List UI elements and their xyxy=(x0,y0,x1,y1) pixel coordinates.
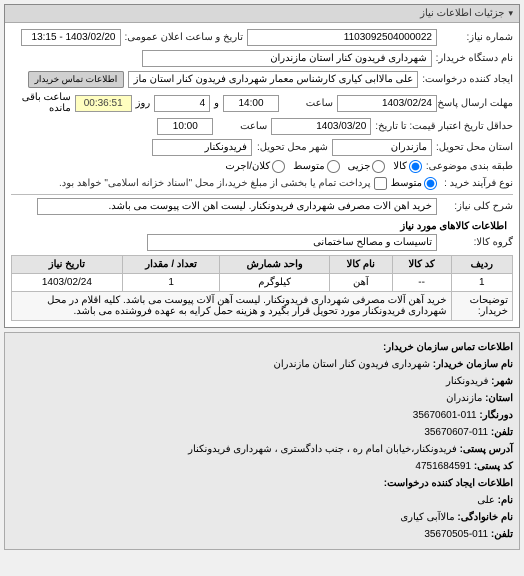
col-5: تاریخ نیاز xyxy=(12,256,123,274)
pkg-opt-0[interactable]: کالا xyxy=(393,160,422,173)
lname-label: نام خانوادگی: xyxy=(457,512,513,523)
org-label: نام سازمان خریدار: xyxy=(433,359,513,370)
contact-button[interactable]: اطلاعات تماس خریدار xyxy=(28,71,125,88)
city-label: استان محل تحویل: xyxy=(436,142,513,153)
min-label: حداقل تاریخ اعتبار قیمت: تا تاریخ: xyxy=(375,121,513,132)
announce-label: تاریخ و ساعت اعلان عمومی: xyxy=(125,32,244,43)
city-input[interactable] xyxy=(152,139,252,156)
contact-block: اطلاعات تماس سازمان خریدار: نام سازمان خ… xyxy=(4,332,520,550)
desc-label: شرح کلی نیاز: xyxy=(441,201,513,212)
and-label: و xyxy=(214,98,219,109)
col-1: کد کالا xyxy=(392,256,451,274)
prov-label: استان: xyxy=(485,393,513,404)
min-time-input[interactable] xyxy=(157,118,213,135)
goods-title: اطلاعات کالاهای مورد نیاز xyxy=(17,221,507,232)
addr-value: فریدونکنار،خیابان امام ره ، جنب دادگستری… xyxy=(188,444,457,455)
deadline-time-input[interactable] xyxy=(223,95,279,112)
cell-1: -- xyxy=(392,274,451,292)
table-desc-row: توضیحات خریدار: خرید آهن آلات مصرفی شهرد… xyxy=(12,292,513,321)
creator-input[interactable] xyxy=(128,71,418,88)
note-label-cell: توضیحات خریدار: xyxy=(451,292,512,321)
panel-header[interactable]: ▾ جزئیات اطلاعات نیاز xyxy=(5,5,519,23)
contact-title-2: اطلاعات ایجاد کننده درخواست: xyxy=(384,478,513,489)
prov-value: مازندران xyxy=(446,393,482,404)
number-label: شماره نیاز: xyxy=(441,32,513,43)
desc-input[interactable] xyxy=(37,198,437,215)
col-0: ردیف xyxy=(451,256,512,274)
group-input[interactable] xyxy=(147,234,437,251)
details-panel: ▾ جزئیات اطلاعات نیاز شماره نیاز: تاریخ … xyxy=(4,4,520,328)
goods-table: ردیف کد کالا نام کالا واحد شمارش تعداد /… xyxy=(11,255,513,321)
cell-3: کیلوگرم xyxy=(220,274,330,292)
org-value: شهرداری فریدون کنار استان مازندران xyxy=(274,359,430,370)
addr-label: آدرس پستی: xyxy=(460,444,513,455)
cell-2: آهن xyxy=(329,274,392,292)
number-input[interactable] xyxy=(247,29,437,46)
creator-label: ایجاد کننده درخواست: xyxy=(422,74,513,85)
table-row: 1 -- آهن کیلوگرم 1 1403/02/24 xyxy=(12,274,513,292)
buyer-label: نام دستگاه خریدار: xyxy=(436,53,513,64)
buyer-input[interactable] xyxy=(142,50,432,67)
days-input[interactable] xyxy=(154,95,210,112)
province-input[interactable] xyxy=(332,139,432,156)
name-label: نام: xyxy=(498,495,513,506)
tel2-value: 011-35670505 xyxy=(424,529,488,540)
col-3: واحد شمارش xyxy=(220,256,330,274)
zip-value: 4751684591 xyxy=(415,461,471,472)
fax-value: 011-35670601 xyxy=(413,410,477,421)
deadline-label: مهلت ارسال پاسخ: تا xyxy=(441,98,513,109)
fax-label: دورنگار: xyxy=(479,410,513,421)
announce-input[interactable] xyxy=(21,29,121,46)
proc-note-check[interactable]: پرداخت تمام یا بخشی از مبلغ خرید،از محل … xyxy=(59,177,387,190)
city2-label: شهر محل تحویل: xyxy=(256,142,328,153)
timer-display: 00:36:51 xyxy=(75,95,132,112)
note-cell: خرید آهن آلات مصرفی شهرداری فریدونکنار. … xyxy=(12,292,452,321)
group-label: گروه کالا: xyxy=(441,237,513,248)
pkg-radio-group: کالا جزیی متوسط کلان/اجرت xyxy=(225,160,422,173)
tel-label: تلفن: xyxy=(491,427,513,438)
day-label: روز xyxy=(136,98,151,109)
deadline-date-input[interactable] xyxy=(337,95,437,112)
contact-city-label: شهر: xyxy=(491,376,513,387)
table-header-row: ردیف کد کالا نام کالا واحد شمارش تعداد /… xyxy=(12,256,513,274)
min-date-input[interactable] xyxy=(271,118,371,135)
time-label-2: ساعت xyxy=(217,121,267,132)
pkg-opt-1[interactable]: جزیی xyxy=(348,160,386,173)
tel2-label: تلفن: xyxy=(491,529,513,540)
col-2: نام کالا xyxy=(329,256,392,274)
contact-title-1: اطلاعات تماس سازمان خریدار: xyxy=(383,342,513,353)
panel-body: شماره نیاز: تاریخ و ساعت اعلان عمومی: نا… xyxy=(5,23,519,327)
pkg-opt-2[interactable]: متوسط xyxy=(293,160,339,173)
time-label-1: ساعت xyxy=(283,98,333,109)
proc-label: نوع فرآیند خرید : xyxy=(441,178,513,189)
collapse-icon: ▾ xyxy=(508,8,513,19)
proc-opt[interactable]: متوسط xyxy=(391,177,437,190)
pkg-opt-3[interactable]: کلان/اجرت xyxy=(225,160,285,173)
remain-label: ساعت باقی مانده xyxy=(11,92,71,114)
lname-value: مالاآبی کیاری xyxy=(400,512,454,523)
contact-city: فریدونکنار xyxy=(446,376,488,387)
pkg-label: طبقه بندی موضوعی: xyxy=(426,161,513,172)
cell-5: 1403/02/24 xyxy=(12,274,123,292)
cell-0: 1 xyxy=(451,274,512,292)
col-4: تعداد / مقدار xyxy=(122,256,220,274)
panel-title: جزئیات اطلاعات نیاز xyxy=(420,8,504,19)
cell-4: 1 xyxy=(122,274,220,292)
name-value: علی xyxy=(477,495,495,506)
tel-value: 011-35670607 xyxy=(424,427,488,438)
zip-label: کد پستی: xyxy=(474,461,513,472)
